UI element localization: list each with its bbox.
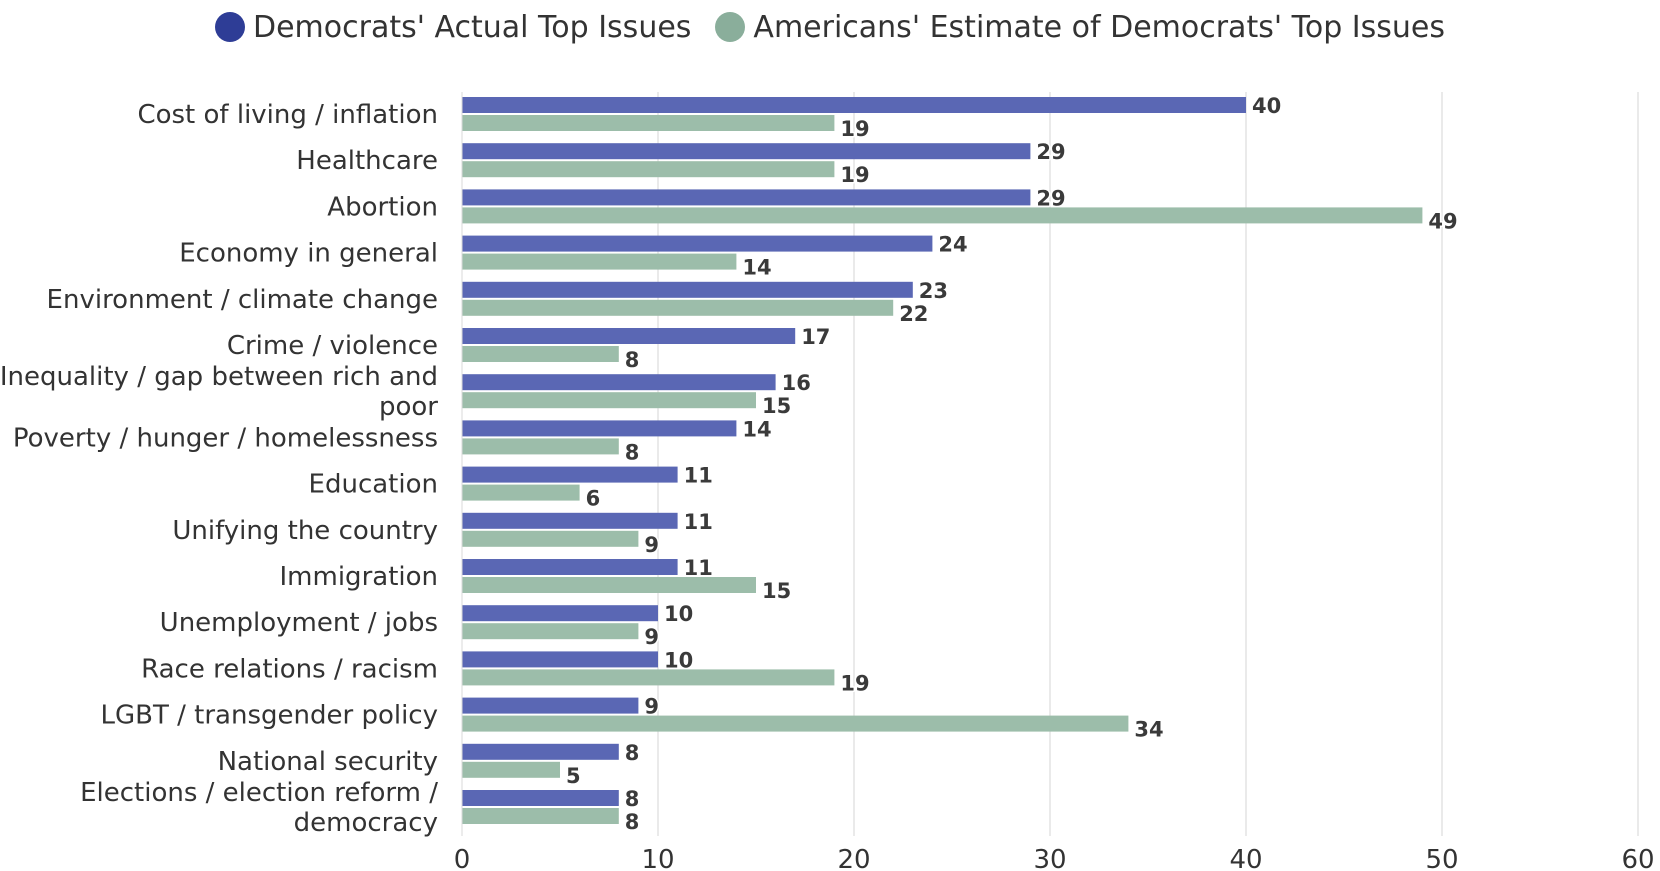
category-label: Crime / violence [227, 331, 438, 361]
x-tick-label: 30 [1033, 845, 1066, 871]
x-tick-label: 40 [1229, 845, 1262, 871]
legend-item-actual[interactable]: Democrats' Actual Top Issues [215, 10, 691, 45]
legend-swatch-actual [215, 12, 245, 42]
bar-estimate [462, 346, 619, 362]
category-label: Poverty / hunger / homelessness [13, 423, 438, 453]
category-label-line: Inequality / gap between rich and [0, 362, 438, 392]
category-label: Immigration [280, 562, 438, 592]
chart-legend: Democrats' Actual Top Issues Americans' … [0, 4, 1660, 50]
legend-label-estimate: Americans' Estimate of Democrats' Top Is… [753, 9, 1445, 45]
data-label: 9 [644, 695, 659, 719]
category-label: Environment / climate change [47, 285, 438, 315]
bar-actual [462, 466, 678, 483]
category-label: Unemployment / jobs [160, 608, 438, 638]
category-label: Race relations / racism [141, 654, 438, 684]
bar-estimate [462, 438, 619, 455]
data-label: 15 [762, 394, 791, 418]
bar-actual [462, 374, 776, 391]
legend-swatch-estimate [715, 12, 746, 42]
bar-actual [462, 189, 1031, 206]
bar-actual [462, 420, 737, 437]
category-label: Cost of living / inflation [137, 100, 438, 130]
data-label: 19 [840, 117, 869, 141]
data-label: 10 [664, 602, 693, 626]
data-label: 19 [840, 671, 869, 695]
x-tick-label: 60 [1621, 845, 1654, 871]
bar-actual [462, 235, 933, 252]
x-tick-label: 10 [641, 845, 674, 871]
data-label: 24 [938, 233, 967, 257]
data-label: 9 [644, 625, 659, 649]
data-label: 8 [625, 787, 640, 811]
data-label: 49 [1428, 209, 1457, 233]
bar-actual [462, 790, 619, 806]
bar-estimate [462, 484, 580, 501]
bar-actual [462, 97, 1246, 113]
category-label-line: Elections / election reform / [80, 778, 438, 808]
data-label: 29 [1036, 186, 1065, 210]
category-label: LGBT / transgender policy [101, 701, 438, 731]
data-label: 15 [762, 579, 791, 603]
bar-estimate [462, 715, 1129, 732]
bar-actual [462, 605, 658, 622]
bar-estimate [462, 577, 756, 593]
data-label: 8 [625, 741, 640, 765]
category-label: Abortion [327, 192, 438, 222]
data-label: 8 [625, 440, 640, 464]
data-label: 11 [684, 510, 713, 534]
category-label: Inequality / gap between rich and poor [0, 362, 438, 422]
bar-estimate [462, 530, 639, 547]
category-label-line: democracy [294, 808, 438, 838]
data-label: 8 [625, 348, 640, 372]
category-label: Healthcare [296, 146, 438, 176]
x-tick-label: 50 [1425, 845, 1458, 871]
data-label: 19 [840, 163, 869, 187]
category-label: Unifying the country [172, 516, 438, 546]
data-label: 16 [782, 371, 811, 395]
category-label: Elections / election reform / democracy [80, 778, 438, 838]
data-label: 22 [899, 302, 928, 326]
data-label: 9 [644, 533, 659, 557]
legend-label-actual: Democrats' Actual Top Issues [253, 9, 692, 45]
data-label: 10 [664, 648, 693, 672]
bar-estimate [462, 669, 835, 686]
bar-actual [462, 559, 678, 575]
data-label: 17 [801, 325, 830, 349]
bar-estimate [462, 392, 756, 409]
bar-actual [462, 281, 913, 298]
data-label: 8 [625, 810, 640, 834]
bar-estimate [462, 299, 894, 316]
category-label: Economy in general [179, 239, 438, 269]
category-label: National security [218, 747, 438, 777]
data-label: 40 [1252, 94, 1281, 118]
data-label: 6 [586, 487, 601, 511]
bar-actual [462, 743, 619, 760]
bar-estimate [462, 623, 639, 640]
bar-actual [462, 697, 639, 714]
bar-estimate [462, 253, 737, 270]
bar-estimate [462, 808, 619, 824]
bar-estimate [462, 161, 835, 178]
data-label: 14 [742, 256, 771, 280]
bar-estimate [462, 207, 1423, 224]
bar-actual [462, 651, 658, 668]
bar-actual [462, 143, 1031, 160]
data-label: 29 [1036, 140, 1065, 164]
legend-item-estimate[interactable]: Americans' Estimate of Democrats' Top Is… [715, 10, 1445, 45]
bar-actual [462, 328, 796, 344]
data-label: 34 [1134, 718, 1163, 742]
x-tick-label: 20 [837, 845, 870, 871]
bar-actual [462, 512, 678, 529]
data-label: 5 [566, 764, 581, 788]
bar-estimate [462, 115, 835, 131]
category-label-line: poor [379, 392, 438, 422]
data-label: 11 [684, 464, 713, 488]
data-label: 11 [684, 556, 713, 580]
x-tick-label: 0 [454, 845, 471, 871]
bar-estimate [462, 761, 560, 778]
category-label: Education [309, 470, 438, 500]
data-label: 23 [919, 279, 948, 303]
data-label: 14 [742, 417, 771, 441]
